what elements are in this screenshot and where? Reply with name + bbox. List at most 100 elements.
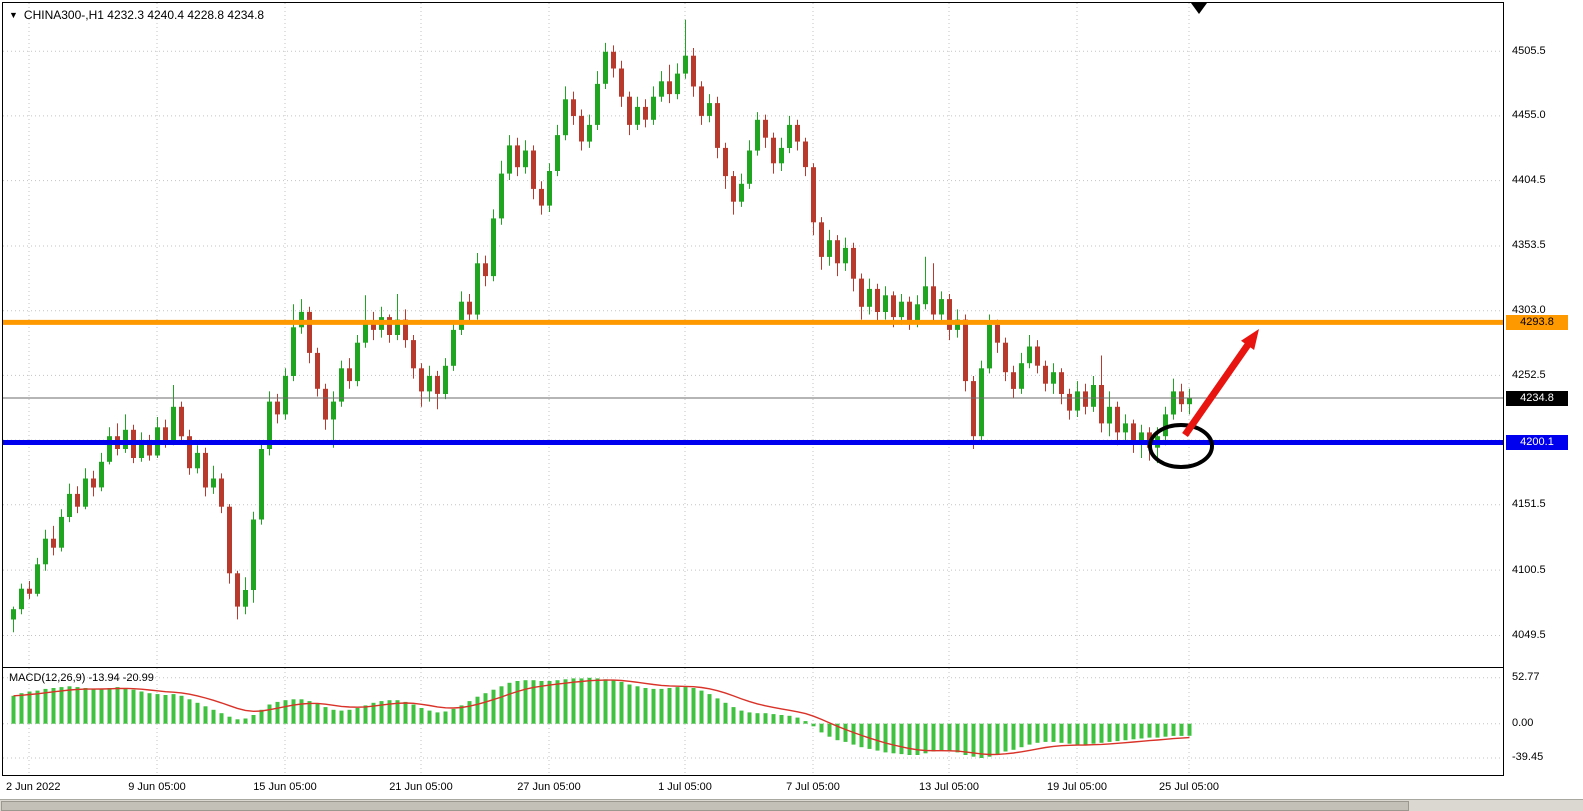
candle-body <box>651 96 656 120</box>
candle-body <box>483 263 488 277</box>
macd-axis-label: 0.00 <box>1512 717 1534 730</box>
candle-body <box>1131 423 1136 443</box>
candle-body <box>275 401 280 415</box>
candle-body <box>875 288 880 312</box>
candle-body <box>603 51 608 84</box>
candle-body <box>771 137 776 164</box>
candle-body <box>251 519 256 590</box>
candle-body <box>643 106 648 120</box>
candle-body <box>1083 391 1088 407</box>
candle-body <box>347 368 352 382</box>
candle-body <box>867 288 872 307</box>
time-axis-label: 27 Jun 05:00 <box>517 781 581 793</box>
candle-body <box>107 436 112 462</box>
time-axis-label: 21 Jun 05:00 <box>389 781 453 793</box>
candle-body <box>1043 365 1048 384</box>
current-price-line-badge: 4234.8 <box>1506 390 1568 406</box>
candle-body <box>715 103 720 148</box>
candle-body <box>163 427 168 443</box>
highlight-ellipse-annotation[interactable] <box>1148 423 1214 469</box>
time-axis-label: 2 Jun 2022 <box>6 781 61 793</box>
candle-body <box>691 55 696 87</box>
candle-body <box>1163 414 1168 437</box>
candle-body <box>747 150 752 184</box>
price-chart-panel[interactable]: ▼ CHINA300-,H1 4232.3 4240.4 4228.8 4234… <box>2 2 1504 668</box>
candle-body <box>75 493 80 507</box>
candle-body <box>203 452 208 488</box>
time-axis[interactable]: 2 Jun 2022 9 Jun 05:00 15 Jun 05:00 21 Jun … <box>0 777 1583 798</box>
candle-body <box>459 301 464 330</box>
candle-body <box>779 147 784 164</box>
candle-body <box>147 440 152 456</box>
time-axis-label: 9 Jun 05:00 <box>128 781 186 793</box>
price-axis-label: 4505.5 <box>1512 44 1546 57</box>
candle-body <box>1059 372 1064 394</box>
candle-body <box>883 295 888 312</box>
candle-body <box>931 286 936 315</box>
candle-body <box>571 99 576 116</box>
price-axis-label: 4151.5 <box>1512 498 1546 511</box>
candle-body <box>667 81 672 95</box>
candle-body <box>307 311 312 353</box>
candle-body <box>491 218 496 277</box>
candle-body <box>267 401 272 449</box>
candle-body <box>187 436 192 469</box>
candle-body <box>179 406 184 437</box>
macd-histogram <box>11 677 1192 758</box>
candle-body <box>315 352 320 389</box>
price-axis[interactable]: 4505.5 4455.0 4404.5 4353.5 4303.0 4252.5 4151… <box>1505 0 1583 797</box>
candle-body <box>699 86 704 116</box>
candle-body <box>787 124 792 148</box>
candle-body <box>411 340 416 369</box>
candle-body <box>35 564 40 594</box>
candle-body <box>99 461 104 488</box>
candle-body <box>331 401 336 420</box>
macd-panel[interactable]: MACD(12,26,9) -13.94 -20.99 <box>2 668 1504 776</box>
time-axis-label: 19 Jul 05:00 <box>1047 781 1107 793</box>
macd-signal-line <box>13 679 1190 756</box>
candle-body <box>515 145 520 168</box>
chart-title-ohlc: CHINA300-,H1 4232.3 4240.4 4228.8 4234.8 <box>23 8 265 22</box>
candle-body <box>811 167 816 223</box>
candle-body <box>995 324 1000 343</box>
candle-body <box>915 304 920 321</box>
candle-body <box>1051 372 1056 384</box>
scrollbar-thumb[interactable] <box>1 801 1409 811</box>
trend-arrow-shaft[interactable] <box>1182 336 1255 438</box>
candle-body <box>707 103 712 116</box>
candle-body <box>531 150 536 189</box>
candle-body <box>43 538 48 565</box>
candle-body <box>1171 391 1176 415</box>
chart-shift-marker-icon[interactable] <box>1191 3 1207 14</box>
time-axis-label: 15 Jun 05:00 <box>253 781 317 793</box>
collapse-triangle-icon[interactable]: ▼ <box>9 9 18 20</box>
horizontal-scrollbar[interactable] <box>0 799 1583 811</box>
candle-body <box>403 319 408 341</box>
candle-body <box>563 99 568 136</box>
candle-body <box>963 319 968 382</box>
macd-canvas <box>3 668 1503 775</box>
candle-body <box>11 609 16 620</box>
candle-body <box>451 329 456 366</box>
price-axis-label: 4252.5 <box>1512 368 1546 381</box>
candle-body <box>659 81 664 97</box>
candle-body <box>291 327 296 376</box>
candle-body <box>355 342 360 382</box>
candle-body <box>923 286 928 305</box>
candle-body <box>819 222 824 257</box>
candle-body <box>619 68 624 97</box>
macd-values: -13.94 -20.99 <box>88 672 154 684</box>
price-chart-canvas <box>3 3 1503 667</box>
candle-body <box>139 440 144 458</box>
candle-body <box>523 150 528 168</box>
candle-body <box>227 506 232 574</box>
candle-body <box>675 73 680 95</box>
candle-body <box>1099 385 1104 424</box>
candle-body <box>419 368 424 392</box>
price-axis-label: 4303.0 <box>1512 304 1546 317</box>
trend-arrow-head[interactable] <box>1241 329 1259 350</box>
candle-body <box>739 183 744 202</box>
candle-body <box>1003 342 1008 373</box>
candle-body <box>595 83 600 125</box>
